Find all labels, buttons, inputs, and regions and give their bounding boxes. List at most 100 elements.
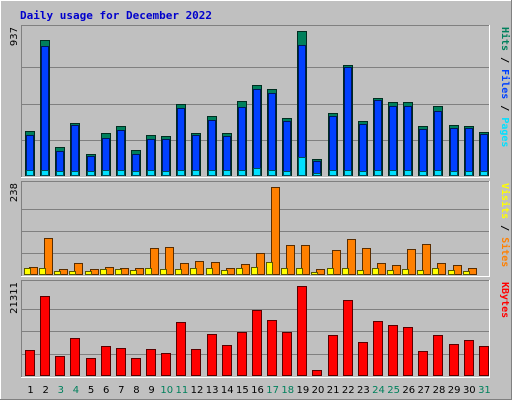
day-label-7: 7: [118, 385, 124, 396]
day-label-17: 17: [266, 385, 279, 396]
bar-kbytes-day-3: [55, 356, 65, 376]
bar-kbytes-day-21: [328, 335, 338, 376]
bar-pages-day-25: [389, 170, 397, 176]
day-label-8: 8: [133, 385, 139, 396]
day-label-26: 26: [402, 385, 415, 396]
bar-sites-day-23: [362, 248, 371, 275]
bar-kbytes-day-26: [403, 327, 413, 376]
bar-visits-day-11: [175, 269, 182, 275]
bar-files-day-24: [374, 100, 382, 176]
bar-visits-day-29: [448, 270, 455, 275]
panel-kbytes: 21311 KBytes: [9, 280, 510, 378]
bar-files-day-19: [298, 45, 306, 176]
legend-sites-visits: Visits / Sites: [499, 183, 511, 267]
day-labels: 1 2 3 4 5 6 7 8 9 10 11 12 13 14 15 16 17 18 19 20 21 22 23 24 2…: [27, 385, 490, 396]
day-label-6: 6: [103, 385, 109, 396]
bar-files-day-10: [162, 139, 170, 176]
bar-files-day-18: [283, 121, 291, 176]
plot-area-sites-visits: [21, 181, 490, 277]
day-label-12: 12: [191, 385, 204, 396]
bar-pages-day-1: [26, 170, 34, 176]
legend-entry-sites: Sites: [499, 237, 511, 267]
bar-files-day-31: [480, 134, 488, 176]
bar-kbytes-day-8: [131, 358, 141, 376]
bar-pages-day-10: [162, 171, 170, 176]
bar-kbytes-day-5: [86, 358, 96, 376]
bar-kbytes-day-28: [433, 335, 443, 376]
legend-entry-kbytes: KBytes: [499, 282, 510, 318]
bar-kbytes-day-11: [176, 322, 186, 376]
day-label-5: 5: [88, 385, 94, 396]
legend-entry-pages: Pages: [499, 117, 510, 147]
day-label-19: 19: [297, 385, 310, 396]
bar-files-day-30: [465, 128, 473, 176]
bar-kbytes-day-22: [343, 300, 353, 376]
bar-visits-day-10: [160, 269, 167, 275]
day-label-4: 4: [73, 385, 79, 396]
bar-pages-day-13: [208, 170, 216, 176]
bar-visits-day-16: [251, 267, 258, 275]
bar-sites-day-16: [256, 253, 265, 275]
bar-pages-day-17: [268, 170, 276, 176]
bar-files-day-13: [208, 120, 216, 176]
bar-visits-day-7: [115, 269, 122, 275]
bar-kbytes-day-14: [222, 345, 232, 376]
bar-kbytes-day-10: [161, 353, 171, 376]
legend-hits-files-pages: Hits / Files / Pages: [499, 27, 511, 147]
bar-kbytes-day-13: [207, 334, 217, 376]
bar-files-day-25: [389, 106, 397, 176]
legend-entry-hits: Hits: [499, 27, 511, 51]
bar-visits-day-4: [69, 271, 76, 275]
day-label-29: 29: [448, 385, 461, 396]
bar-kbytes-day-18: [282, 332, 292, 376]
day-label-2: 2: [43, 385, 49, 396]
ymax-label-kbytes: 21311: [9, 282, 20, 314]
bar-visits-day-20: [311, 272, 318, 275]
bar-visits-day-5: [85, 271, 92, 275]
bar-files-day-14: [223, 136, 231, 176]
bar-sites-day-9: [150, 248, 159, 275]
bar-files-day-26: [404, 106, 412, 176]
bar-sites-day-22: [347, 239, 356, 275]
bar-sites-day-2: [44, 238, 53, 275]
bar-sites-day-19: [301, 245, 310, 275]
day-label-20: 20: [312, 385, 325, 396]
bar-visits-day-26: [402, 269, 409, 275]
bar-files-day-29: [450, 128, 458, 176]
bar-sites-day-26: [407, 249, 416, 275]
bar-pages-day-5: [87, 171, 95, 176]
bar-visits-day-18: [281, 268, 288, 275]
legend-entry-visits: Visits: [499, 183, 511, 219]
bar-sites-day-18: [286, 245, 295, 275]
panel-hits-files-pages: 937 Hits / Files / Pages: [9, 25, 511, 178]
bar-files-day-15: [238, 107, 246, 176]
bar-visits-day-3: [54, 271, 61, 275]
day-label-14: 14: [221, 385, 234, 396]
panel-sites-visits: 238 Visits / Sites: [9, 181, 511, 277]
bar-pages-day-9: [147, 170, 155, 176]
bar-pages-day-28: [434, 170, 442, 176]
bar-kbytes-day-24: [373, 321, 383, 376]
bar-files-day-23: [359, 124, 367, 176]
bar-visits-day-13: [206, 268, 213, 275]
bar-kbytes-day-2: [40, 296, 50, 376]
bar-files-day-27: [419, 129, 427, 176]
bar-files-day-11: [177, 108, 185, 176]
bar-pages-day-12: [192, 170, 200, 176]
bar-pages-day-20: [313, 173, 321, 176]
bar-kbytes-day-20: [312, 370, 322, 376]
day-label-13: 13: [206, 385, 219, 396]
day-label-15: 15: [236, 385, 249, 396]
day-label-11: 11: [175, 385, 188, 396]
bar-kbytes-day-17: [267, 320, 277, 376]
bar-pages-day-8: [132, 171, 140, 176]
bar-pages-day-24: [374, 170, 382, 176]
bar-visits-day-12: [190, 268, 197, 275]
bar-pages-day-18: [283, 171, 291, 176]
bar-pages-day-4: [71, 171, 79, 176]
bar-files-day-28: [434, 111, 442, 176]
bar-visits-day-8: [130, 270, 137, 275]
bar-pages-day-15: [238, 170, 246, 176]
bar-visits-day-21: [327, 268, 334, 275]
bar-visits-day-22: [342, 268, 349, 275]
